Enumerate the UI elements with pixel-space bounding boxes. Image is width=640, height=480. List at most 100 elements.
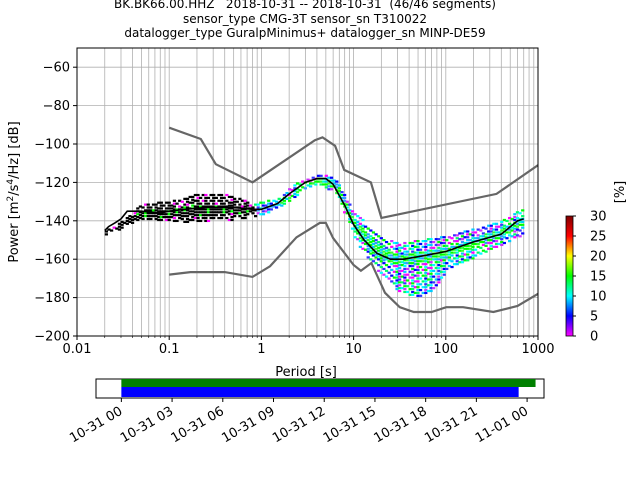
- density-cell: [403, 264, 407, 268]
- density-cell: [450, 245, 454, 248]
- density-cell: [298, 189, 302, 192]
- density-cell: [172, 208, 177, 211]
- density-cell: [201, 211, 205, 214]
- density-cell: [481, 235, 486, 238]
- density-cell: [280, 201, 284, 204]
- density-cell: [345, 200, 349, 203]
- density-cell: [398, 246, 402, 249]
- density-cell: [298, 183, 302, 186]
- density-cell: [494, 228, 499, 231]
- density-cell: [473, 237, 478, 240]
- density-cell: [403, 279, 407, 282]
- density-cell: [196, 202, 200, 205]
- density-cell: [293, 192, 297, 196]
- density-cell: [384, 269, 389, 272]
- density-cell: [379, 237, 383, 240]
- density-cell: [204, 196, 208, 199]
- density-cell: [416, 263, 420, 266]
- density-cell: [484, 239, 488, 242]
- density-cell: [319, 180, 323, 183]
- density-cell: [230, 207, 234, 210]
- density-cell: [513, 233, 517, 236]
- density-cell: [185, 206, 190, 209]
- density-cell: [492, 237, 496, 240]
- density-cell: [164, 201, 169, 204]
- timeline-tick-label: 10-31 18: [372, 404, 430, 446]
- density-cell: [505, 237, 509, 240]
- density-cell: [468, 247, 472, 250]
- density-cell: [230, 195, 234, 199]
- density-cell: [489, 227, 493, 230]
- density-cell: [217, 208, 221, 211]
- density-cell: [392, 276, 397, 279]
- density-cell: [238, 209, 242, 212]
- density-cell: [209, 199, 213, 202]
- colorbar-tick-label: 20: [590, 250, 607, 265]
- density-cell: [251, 206, 255, 209]
- density-cell: [324, 183, 328, 186]
- density-cell: [222, 205, 226, 208]
- density-cell: [167, 216, 171, 219]
- density-cell: [301, 180, 305, 183]
- density-cell: [460, 252, 465, 255]
- density-cell: [395, 247, 399, 250]
- density-cell: [466, 241, 470, 245]
- density-cell: [434, 255, 438, 258]
- density-cell: [424, 240, 428, 243]
- density-cell: [329, 176, 334, 179]
- density-cell: [489, 241, 493, 245]
- density-cell: [400, 252, 404, 255]
- title-line-3: datalogger_type GuralpMinimus+ datalogge…: [124, 26, 486, 40]
- density-cell: [458, 261, 462, 264]
- density-cell: [439, 247, 444, 250]
- density-cell: [453, 245, 457, 248]
- density-cell: [411, 279, 415, 282]
- density-cell: [196, 216, 200, 220]
- density-cell: [521, 220, 525, 223]
- density-cell: [191, 216, 195, 219]
- density-cell: [387, 251, 391, 254]
- density-cell: [455, 260, 459, 263]
- density-cell: [390, 251, 394, 254]
- density-cell: [332, 182, 336, 185]
- density-cell: [233, 197, 237, 200]
- density-cell: [178, 214, 182, 217]
- density-cell: [175, 208, 179, 211]
- density-cell: [458, 232, 462, 235]
- density-cell: [377, 255, 381, 258]
- density-cell: [332, 179, 336, 182]
- density-cell: [248, 210, 252, 213]
- density-cell: [227, 204, 232, 207]
- density-cell: [138, 214, 143, 217]
- density-cell: [369, 238, 373, 241]
- density-cell: [308, 182, 313, 185]
- density-cell: [426, 266, 431, 270]
- density-cell: [212, 193, 216, 197]
- density-cell: [154, 206, 158, 209]
- density-cell: [235, 212, 239, 215]
- density-cell: [382, 256, 386, 259]
- density-cell: [246, 204, 250, 207]
- density-cell: [408, 241, 412, 245]
- density-cell: [366, 239, 370, 242]
- density-cell: [319, 174, 323, 177]
- density-cell: [314, 180, 318, 183]
- density-cell: [455, 234, 459, 237]
- density-cell: [395, 273, 399, 276]
- density-cell: [416, 251, 420, 254]
- density-cell: [209, 214, 213, 217]
- density-cell: [350, 227, 355, 230]
- density-cell: [502, 218, 506, 222]
- density-cell: [445, 262, 449, 265]
- noise-models: [168, 126, 538, 314]
- density-cell: [460, 258, 465, 261]
- y-tick-label: −200: [34, 330, 70, 345]
- density-cell: [193, 205, 198, 208]
- density-cell: [395, 250, 399, 253]
- density-cell: [395, 285, 399, 288]
- density-cell: [416, 268, 420, 271]
- density-cell: [439, 276, 444, 279]
- density-cell: [489, 233, 493, 236]
- density-cell: [371, 260, 376, 263]
- density-cell: [348, 212, 352, 215]
